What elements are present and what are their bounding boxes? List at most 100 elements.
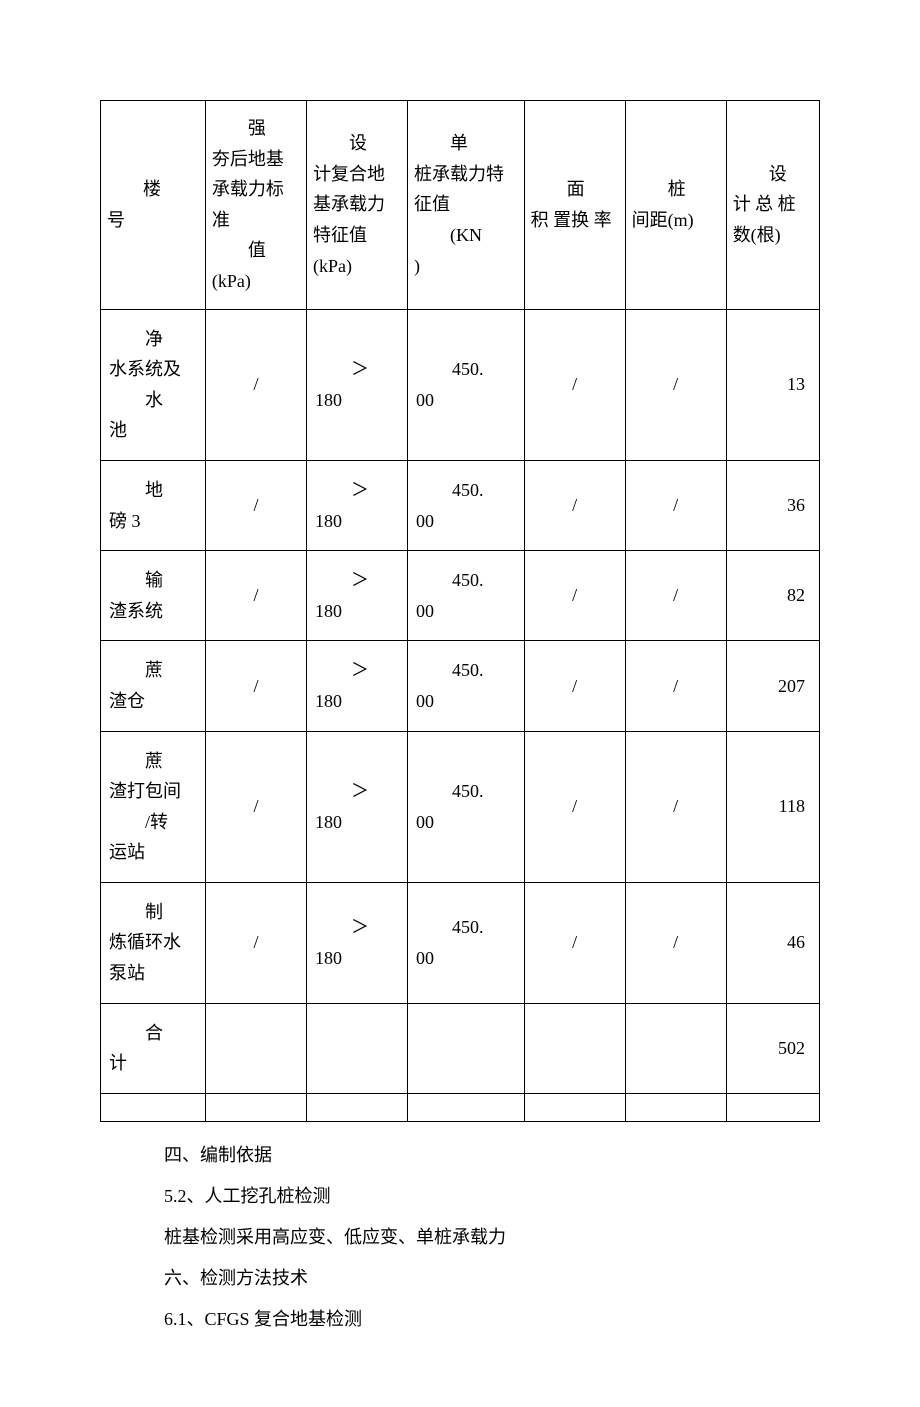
- header-col7: 设 计 总 桩 数(根): [726, 101, 819, 310]
- cell-c5: /: [524, 309, 625, 460]
- row6-name2: 计: [109, 1053, 127, 1073]
- row5-c3b: 180: [315, 948, 342, 968]
- row3-name1: 蔗: [109, 655, 197, 686]
- row4-c3b: 180: [315, 812, 342, 832]
- cell-c2: [205, 1003, 306, 1093]
- cell-name: 蔗 渣仓: [101, 641, 206, 731]
- cell-c4: 450. 00: [408, 309, 525, 460]
- table-row: 蔗 渣打包间 /转 运站 / ＞ 180 450. 00 / / 118: [101, 731, 820, 882]
- row4-name4: 运站: [109, 842, 145, 862]
- cell-c5: [524, 1003, 625, 1093]
- data-table: 楼 号 强 夯后地基 承载力标准 值 (kPa) 设 计复合地基承载力 特征值(…: [100, 100, 820, 1122]
- row2-c4b: 00: [416, 601, 434, 621]
- cell-c6: [625, 1003, 726, 1093]
- cell-c2: /: [205, 641, 306, 731]
- header-col4-line1: 单: [414, 128, 518, 159]
- header-col4-line3: (KN: [414, 220, 518, 251]
- header-col2-line3: 值: [212, 235, 300, 266]
- cell-c4: 450. 00: [408, 882, 525, 1003]
- cell-c4: 450. 00: [408, 641, 525, 731]
- row4-name3: /转: [109, 807, 197, 838]
- row5-name1: 制: [109, 897, 197, 928]
- cell-c6: /: [625, 551, 726, 641]
- cell-c7: 46: [726, 882, 819, 1003]
- cell-c4: 450. 00: [408, 551, 525, 641]
- cell-c4: 450. 00: [408, 731, 525, 882]
- row0-name2: 水系统及: [109, 359, 181, 379]
- header-col3-line1: 设: [313, 128, 401, 159]
- cell-name: 制 炼循环水 泵站: [101, 882, 206, 1003]
- cell-c5: /: [524, 882, 625, 1003]
- cell-c3: ＞ 180: [306, 731, 407, 882]
- cell-c2: /: [205, 551, 306, 641]
- header-col2-line4: (kPa): [212, 271, 251, 291]
- table-row: 输 渣系统 / ＞ 180 450. 00 / / 82: [101, 551, 820, 641]
- header-col7-line2: 计 总 桩 数(根): [733, 194, 796, 245]
- row1-c3a: ＞: [315, 475, 399, 506]
- cell-c3: ＞ 180: [306, 460, 407, 550]
- cell-name: 合 计: [101, 1003, 206, 1093]
- row0-name4: 池: [109, 420, 127, 440]
- cell-c3: ＞ 180: [306, 882, 407, 1003]
- table-row: 净 水系统及 水 池 / ＞ 180 450. 00 / / 13: [101, 309, 820, 460]
- header-col6-line1: 桩: [632, 174, 720, 205]
- row2-c3a: ＞: [315, 565, 399, 596]
- row4-c3a: ＞: [315, 776, 399, 807]
- cell-c5: /: [524, 460, 625, 550]
- cell-c3: [306, 1003, 407, 1093]
- paragraph-2: 5.2、人工挖孔桩检测: [128, 1183, 820, 1210]
- row0-c4a: 450.: [416, 354, 516, 385]
- cell-c3: ＞ 180: [306, 551, 407, 641]
- row1-c4b: 00: [416, 511, 434, 531]
- row2-c4a: 450.: [416, 565, 516, 596]
- table-row: 制 炼循环水 泵站 / ＞ 180 450. 00 / / 46: [101, 882, 820, 1003]
- row5-name2: 炼循环水 泵站: [109, 932, 181, 983]
- row1-c4a: 450.: [416, 475, 516, 506]
- cell-c5: /: [524, 731, 625, 882]
- header-col4-line4: ): [414, 256, 420, 276]
- cell-name: 净 水系统及 水 池: [101, 309, 206, 460]
- header-col1-line1: 楼: [107, 174, 199, 205]
- cell-c5: /: [524, 641, 625, 731]
- cell-name: 输 渣系统: [101, 551, 206, 641]
- paragraph-4: 六、检测方法技术: [128, 1265, 820, 1292]
- header-col5: 面 积 置换 率: [524, 101, 625, 310]
- paragraph-5: 6.1、CFGS 复合地基检测: [128, 1306, 820, 1333]
- row6-name1: 合: [109, 1018, 197, 1049]
- header-col5-line1: 面: [531, 174, 619, 205]
- header-col1: 楼 号: [101, 101, 206, 310]
- empty-cell: [524, 1093, 625, 1121]
- row0-c3b: 180: [315, 390, 342, 410]
- row0-name1: 净: [109, 324, 197, 355]
- row1-c3b: 180: [315, 511, 342, 531]
- cell-c6: /: [625, 731, 726, 882]
- header-col3-line2: 计复合地基承载力 特征值(kPa): [313, 164, 385, 276]
- table-row: 地 磅 3 / ＞ 180 450. 00 / / 36: [101, 460, 820, 550]
- row0-c3a: ＞: [315, 354, 399, 385]
- table-row-total: 合 计 502: [101, 1003, 820, 1093]
- row1-name1: 地: [109, 475, 197, 506]
- cell-c4: [408, 1003, 525, 1093]
- table-header-row: 楼 号 强 夯后地基 承载力标准 值 (kPa) 设 计复合地基承载力 特征值(…: [101, 101, 820, 310]
- paragraph-3: 桩基检测采用高应变、低应变、单桩承载力: [128, 1224, 820, 1251]
- cell-name: 地 磅 3: [101, 460, 206, 550]
- cell-c7: 118: [726, 731, 819, 882]
- row3-c4a: 450.: [416, 655, 516, 686]
- row0-name3: 水: [109, 385, 197, 416]
- cell-c2: /: [205, 460, 306, 550]
- row1-name2: 磅 3: [109, 511, 141, 531]
- empty-cell: [726, 1093, 819, 1121]
- cell-c4: 450. 00: [408, 460, 525, 550]
- row3-name2: 渣仓: [109, 691, 145, 711]
- row4-name2: 渣打包间: [109, 781, 181, 801]
- header-col1-line2: 号: [107, 210, 125, 230]
- row5-c4a: 450.: [416, 912, 516, 943]
- row3-c3a: ＞: [315, 655, 399, 686]
- empty-cell: [625, 1093, 726, 1121]
- header-col4-line2: 桩承载力特征值: [414, 164, 504, 215]
- row4-c4a: 450.: [416, 776, 516, 807]
- cell-c7: 502: [726, 1003, 819, 1093]
- row3-c3b: 180: [315, 691, 342, 711]
- row4-name1: 蔗: [109, 746, 197, 777]
- row5-c3a: ＞: [315, 912, 399, 943]
